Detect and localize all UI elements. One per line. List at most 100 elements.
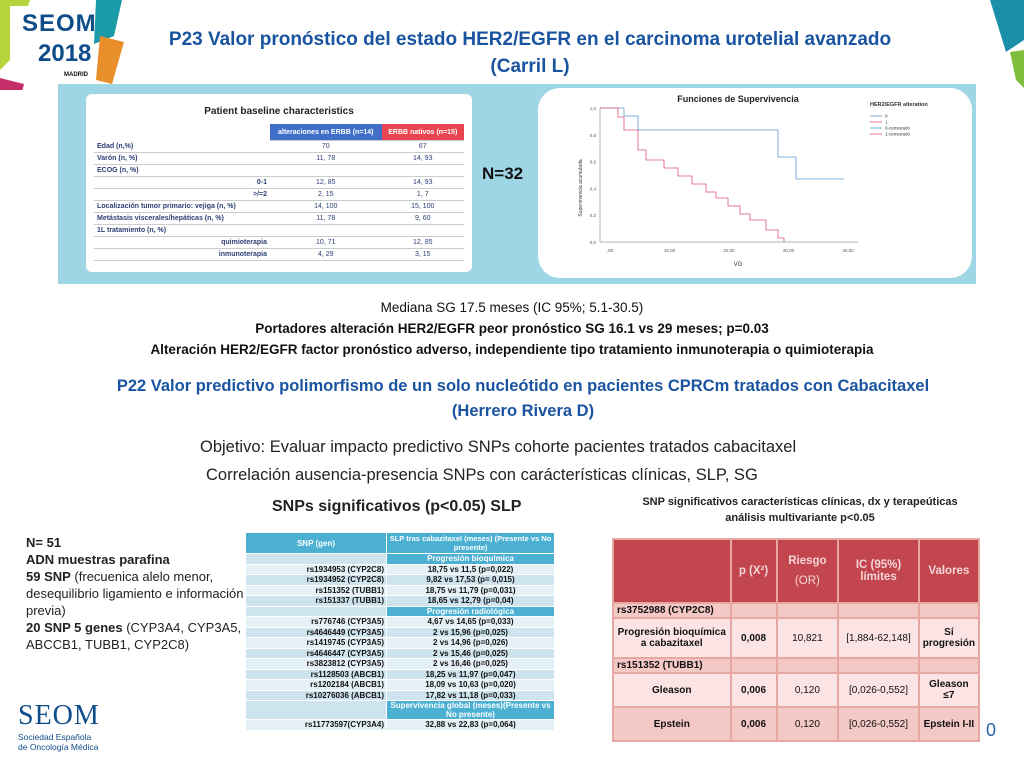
baseline-row-value: 9, 60	[381, 212, 464, 225]
baseline-row-value: 2, 15	[270, 188, 382, 201]
snp-section-label: Supervivencia global (meses)(Presente vs…	[386, 700, 555, 720]
snp-section-row: Supervivencia global (meses)(Presente vs…	[245, 700, 555, 720]
snp-row: rs11773597(CYP3A4) 32,88 vs 22,83 (p=0,06…	[245, 719, 555, 731]
snp-row: rs1202184 (ABCB1) 18,09 vs 10,63 (p=0,020…	[245, 679, 555, 691]
snp-gene: rs3823812 (CYP3A5)	[245, 658, 387, 670]
baseline-row-label: 0-1	[94, 176, 270, 189]
mv-or-label: (OR)	[794, 575, 820, 587]
mv-row-value: Sí progresión	[917, 617, 981, 659]
title-line-2: (Carril L)	[490, 56, 570, 77]
baseline-row-value: 14, 93	[381, 152, 464, 165]
baseline-row-value: 11, 78	[270, 212, 382, 225]
baseline-row-label: inmunoterapia	[94, 248, 270, 261]
snp-value: 2 vs 15,96 (p=0,025)	[386, 626, 555, 638]
snp-row: rs1934953 (CYP2C8) 18,75 vs 11,5 (p=0,022…	[245, 563, 555, 575]
x-tick-label: ,00	[607, 248, 614, 253]
snp-gene: rs4646447 (CYP3A5)	[245, 647, 387, 659]
mv-row-value: Epstein I-II	[917, 706, 981, 742]
baseline-row: 0-1 12, 85 14, 93	[94, 176, 464, 189]
mv-row-label: Gleason	[612, 672, 732, 708]
snp-section-label: Progresión radiológica	[386, 605, 555, 617]
baseline-row-label: Localización tumor primario: vejiga (n, …	[94, 200, 270, 213]
genes-count: 20 SNP 5 genes	[26, 620, 123, 635]
baseline-row-value: 67	[381, 140, 464, 153]
correlation-text: Correlación ausencia-presencia SNPs con …	[206, 466, 758, 484]
mv-row-or: 0,120	[775, 672, 840, 708]
snp-value: 2 vs 16,46 (p=0,025)	[386, 658, 555, 670]
baseline-row-label: 1L tratamiento (n, %)	[94, 224, 270, 237]
snp-row: rs10276036 (ABCB1) 17,82 vs 11,18 (p=0,03…	[245, 689, 555, 701]
baseline-table: alteraciones en ERBB (n=14) ERBB nativos…	[94, 124, 464, 261]
legend-label: 0	[885, 114, 888, 119]
snp-row: rs1128503 (ABCB1) 18,25 vs 11,97 (p=0,047…	[245, 668, 555, 680]
mv-snp-2: rs151352 (TUBB1)	[612, 657, 732, 674]
baseline-table-title: Patient baseline characteristics	[204, 106, 354, 117]
snp-row: rs776746 (CYP3A5) 4,67 vs 14,65 (p=0,033)	[245, 616, 555, 628]
y-tick-label: 0,8	[590, 133, 597, 138]
mv-row-ic: [1,884-62,148]	[837, 617, 920, 659]
snp-table: SNP (gen) SLP tras cabazitaxel (meses) (…	[245, 532, 555, 731]
logo-brand: SEOM	[22, 10, 97, 37]
baseline-row-value: 4, 29	[270, 248, 382, 261]
snp-criteria: (frecuenica alelo menor, desequilibrio l…	[26, 569, 244, 618]
legend-label: 1-censurado	[885, 132, 911, 137]
snp-value: 2 vs 15,46 (p=0,025)	[386, 647, 555, 659]
mv-row-value: Gleason ≤7	[917, 672, 981, 708]
mv-col-p: p (X²)	[729, 538, 778, 604]
multivariate-table: p (X²) Riesgo (OR) IC (95%) límites Valor…	[612, 538, 981, 742]
mv-col-ic: IC (95%) límites	[837, 538, 920, 604]
baseline-row: Varón (n, %) 11, 78 14, 93	[94, 152, 464, 165]
survival-chart-xlabel: VG	[734, 262, 743, 268]
mv-row-or: 0,120	[775, 706, 840, 742]
baseline-row: Localización tumor primario: vejiga (n, …	[94, 200, 464, 213]
survival-curve-group-0	[600, 107, 844, 180]
baseline-row-value: 1, 7	[381, 188, 464, 201]
mv-row-ic: [0,026-0,552]	[837, 706, 920, 742]
snp-section-label: Progresión bioquímica	[386, 553, 555, 565]
legend-label: 1	[885, 120, 888, 125]
survival-chart-title: Funciones de Supervivencia	[677, 94, 800, 104]
snp-gene: rs1128503 (ABCB1)	[245, 668, 387, 680]
x-tick-label: 20,00	[723, 248, 735, 253]
sample-size-label: N=32	[482, 164, 524, 183]
baseline-row-label: Varón (n, %)	[94, 152, 270, 165]
snp-value: 32,88 vs 22,83 (p=0,064)	[386, 719, 555, 731]
y-tick-label: 0,4	[590, 186, 597, 191]
genes-list: (CYP3A4, CYP3A5, ABCCB1, TUBB1, CYP2C8)	[26, 620, 242, 652]
baseline-row-value: 3, 15	[381, 248, 464, 261]
title-line-1: P23 Valor pronóstico del estado HER2/EGF…	[168, 29, 892, 50]
snp-value: 18,09 vs 10,63 (p=0,020)	[386, 679, 555, 691]
survival-chart: Funciones de Supervivencia Supervivencia…	[578, 94, 928, 268]
snp-col-gene: SNP (gen)	[245, 532, 387, 554]
section-2-title: P22 Valor predictivo polimorfismo de un …	[100, 374, 946, 424]
legend-label: 0-censurado	[885, 126, 911, 131]
snp-row: rs3823812 (CYP3A5) 2 vs 16,46 (p=0,025)	[245, 658, 555, 670]
baseline-row-value	[270, 164, 382, 177]
snp-value: 18,75 vs 11,79 (p=0,031)	[386, 584, 555, 596]
section-2-line-1: P22 Valor predictivo polimorfismo de un …	[116, 377, 930, 395]
mv-row-label: Epstein	[612, 706, 732, 742]
baseline-row: Edad (n,%) 70 67	[94, 140, 464, 153]
snp-row: rs1934952 (CYP2C8) 9,82 vs 17,53 (p= 0,01…	[245, 574, 555, 586]
snp-row: rs1419745 (CYP3A5) 2 vs 14,96 (p=0,026)	[245, 637, 555, 649]
baseline-row: inmunoterapia 4, 29 3, 15	[94, 248, 464, 261]
adverse-factor-text: Alteración HER2/EGFR factor pronóstico a…	[150, 342, 874, 357]
snp-table-title: SNPs significativos (p<0.05) SLP	[272, 498, 522, 515]
survival-chart-card: Funciones de Supervivencia Supervivencia…	[538, 88, 972, 278]
slide-title: P23 Valor pronóstico del estado HER2/EGF…	[120, 26, 940, 80]
median-survival-text: Mediana SG 17.5 meses (IC 95%; 5.1-30.5)	[380, 300, 644, 315]
multivariate-title-1: SNP significativos características clíni…	[642, 496, 958, 508]
y-tick-label: 0,0	[590, 240, 597, 245]
baseline-row-label: quimioterapia	[94, 236, 270, 249]
seom-footer-logo: SEOM Sociedad Española de Oncología Médi…	[18, 700, 100, 752]
objective-text: Objetivo: Evaluar impacto predictivo SNP…	[200, 438, 797, 456]
baseline-row: ECOG (n, %)	[94, 164, 464, 177]
baseline-row-value: 10, 71	[270, 236, 382, 249]
baseline-row: quimioterapia 10, 71 12, 85	[94, 236, 464, 249]
snp-gene: rs4646449 (CYP3A5)	[245, 626, 387, 638]
snp-row: rs4646449 (CYP3A5) 2 vs 15,96 (p=0,025)	[245, 626, 555, 638]
baseline-row-label: Metástasis viscerales/hepáticas (n, %)	[94, 212, 270, 225]
snp-section-row: Progresión radiológica	[245, 605, 555, 617]
footer-brand: SEOM	[18, 700, 100, 731]
snp-row: rs151337 (TUBB1) 18,65 vs 12,79 (p=0,04)	[245, 595, 555, 607]
